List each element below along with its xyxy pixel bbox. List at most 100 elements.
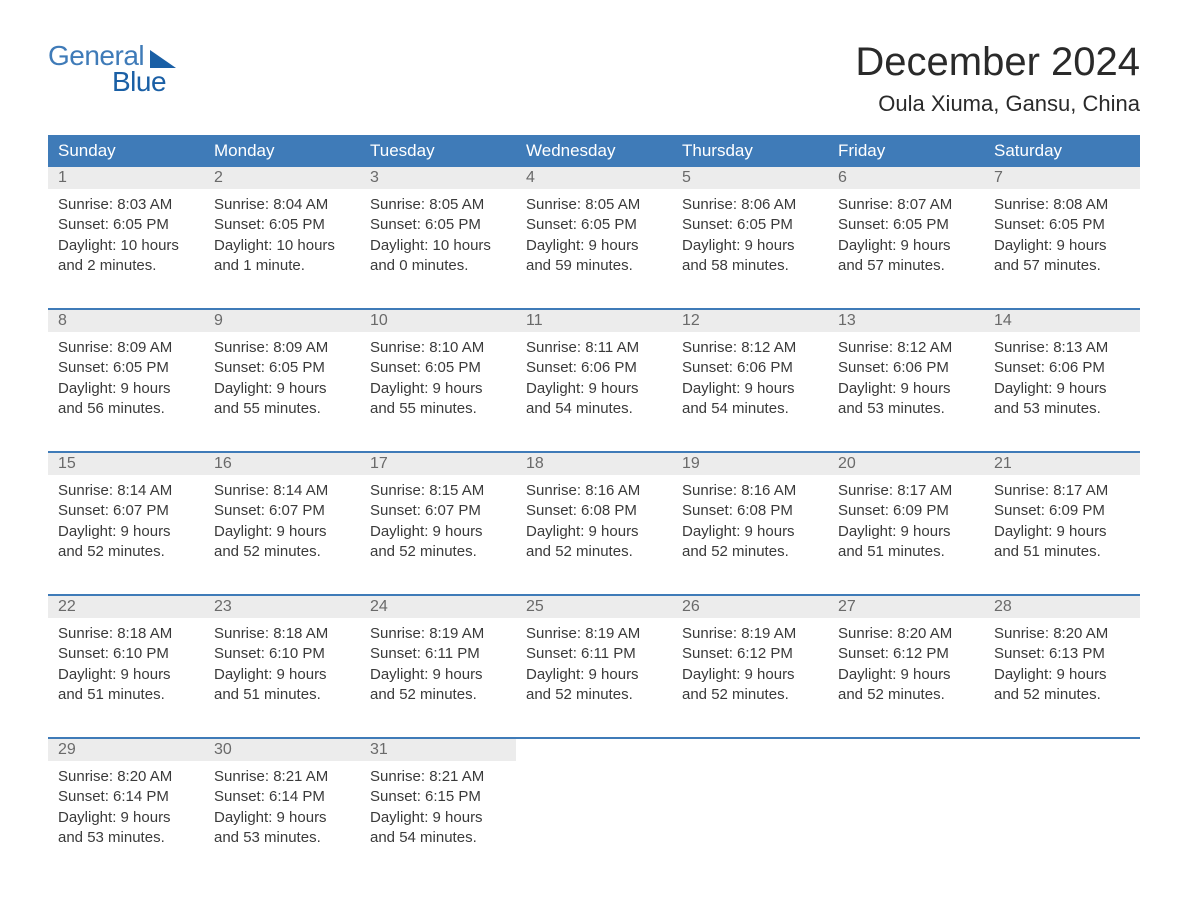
calendar-day: 11Sunrise: 8:11 AMSunset: 6:06 PMDayligh… <box>516 310 672 437</box>
day-number: 8 <box>48 310 204 332</box>
sunset-line: Sunset: 6:11 PM <box>370 644 506 664</box>
day-details: Sunrise: 8:20 AMSunset: 6:13 PMDaylight:… <box>984 618 1140 705</box>
day-details: Sunrise: 8:20 AMSunset: 6:12 PMDaylight:… <box>828 618 984 705</box>
daylight-line: Daylight: 9 hours and 52 minutes. <box>526 665 662 706</box>
daylight-line: Daylight: 9 hours and 52 minutes. <box>58 522 194 563</box>
daylight-line: Daylight: 9 hours and 55 minutes. <box>370 379 506 420</box>
calendar-day: 4Sunrise: 8:05 AMSunset: 6:05 PMDaylight… <box>516 167 672 294</box>
sunset-line: Sunset: 6:05 PM <box>58 215 194 235</box>
daylight-line: Daylight: 9 hours and 57 minutes. <box>994 236 1130 277</box>
daylight-line: Daylight: 9 hours and 52 minutes. <box>994 665 1130 706</box>
calendar-day: 1Sunrise: 8:03 AMSunset: 6:05 PMDaylight… <box>48 167 204 294</box>
calendar-day: 21Sunrise: 8:17 AMSunset: 6:09 PMDayligh… <box>984 453 1140 580</box>
day-number: 12 <box>672 310 828 332</box>
sunrise-line: Sunrise: 8:20 AM <box>58 767 194 787</box>
day-number: 29 <box>48 739 204 761</box>
sunrise-line: Sunrise: 8:12 AM <box>838 338 974 358</box>
daylight-line: Daylight: 9 hours and 52 minutes. <box>682 665 818 706</box>
day-details: Sunrise: 8:12 AMSunset: 6:06 PMDaylight:… <box>672 332 828 419</box>
calendar-week: 1Sunrise: 8:03 AMSunset: 6:05 PMDaylight… <box>48 167 1140 294</box>
sunrise-line: Sunrise: 8:20 AM <box>994 624 1130 644</box>
month-title: December 2024 <box>855 40 1140 85</box>
sunrise-line: Sunrise: 8:09 AM <box>58 338 194 358</box>
sunset-line: Sunset: 6:09 PM <box>994 501 1130 521</box>
day-number: 23 <box>204 596 360 618</box>
calendar-day: 18Sunrise: 8:16 AMSunset: 6:08 PMDayligh… <box>516 453 672 580</box>
sunrise-line: Sunrise: 8:21 AM <box>214 767 350 787</box>
day-number: 25 <box>516 596 672 618</box>
day-details: Sunrise: 8:19 AMSunset: 6:11 PMDaylight:… <box>360 618 516 705</box>
day-number: 14 <box>984 310 1140 332</box>
sunset-line: Sunset: 6:11 PM <box>526 644 662 664</box>
day-number: 21 <box>984 453 1140 475</box>
calendar-day: 6Sunrise: 8:07 AMSunset: 6:05 PMDaylight… <box>828 167 984 294</box>
daylight-line: Daylight: 9 hours and 55 minutes. <box>214 379 350 420</box>
calendar-day: 22Sunrise: 8:18 AMSunset: 6:10 PMDayligh… <box>48 596 204 723</box>
sunrise-line: Sunrise: 8:21 AM <box>370 767 506 787</box>
daylight-line: Daylight: 9 hours and 53 minutes. <box>838 379 974 420</box>
calendar-day: 2Sunrise: 8:04 AMSunset: 6:05 PMDaylight… <box>204 167 360 294</box>
day-number: 2 <box>204 167 360 189</box>
calendar-week: 22Sunrise: 8:18 AMSunset: 6:10 PMDayligh… <box>48 594 1140 723</box>
day-details: Sunrise: 8:09 AMSunset: 6:05 PMDaylight:… <box>48 332 204 419</box>
sunset-line: Sunset: 6:10 PM <box>58 644 194 664</box>
daylight-line: Daylight: 9 hours and 58 minutes. <box>682 236 818 277</box>
calendar-day: 26Sunrise: 8:19 AMSunset: 6:12 PMDayligh… <box>672 596 828 723</box>
calendar-day-empty <box>516 739 672 866</box>
weekday-header-cell: Tuesday <box>360 135 516 167</box>
daylight-line: Daylight: 9 hours and 52 minutes. <box>370 522 506 563</box>
day-details: Sunrise: 8:05 AMSunset: 6:05 PMDaylight:… <box>360 189 516 276</box>
calendar-day: 14Sunrise: 8:13 AMSunset: 6:06 PMDayligh… <box>984 310 1140 437</box>
daylight-line: Daylight: 9 hours and 52 minutes. <box>682 522 818 563</box>
day-details: Sunrise: 8:10 AMSunset: 6:05 PMDaylight:… <box>360 332 516 419</box>
weekday-header-cell: Thursday <box>672 135 828 167</box>
sunrise-line: Sunrise: 8:09 AM <box>214 338 350 358</box>
day-details: Sunrise: 8:08 AMSunset: 6:05 PMDaylight:… <box>984 189 1140 276</box>
calendar-day: 13Sunrise: 8:12 AMSunset: 6:06 PMDayligh… <box>828 310 984 437</box>
day-details: Sunrise: 8:21 AMSunset: 6:14 PMDaylight:… <box>204 761 360 848</box>
day-details: Sunrise: 8:19 AMSunset: 6:11 PMDaylight:… <box>516 618 672 705</box>
sunrise-line: Sunrise: 8:19 AM <box>682 624 818 644</box>
daylight-line: Daylight: 9 hours and 53 minutes. <box>58 808 194 849</box>
sunrise-line: Sunrise: 8:17 AM <box>994 481 1130 501</box>
calendar-day: 15Sunrise: 8:14 AMSunset: 6:07 PMDayligh… <box>48 453 204 580</box>
weekday-header-cell: Monday <box>204 135 360 167</box>
day-details: Sunrise: 8:19 AMSunset: 6:12 PMDaylight:… <box>672 618 828 705</box>
sunset-line: Sunset: 6:15 PM <box>370 787 506 807</box>
day-details: Sunrise: 8:07 AMSunset: 6:05 PMDaylight:… <box>828 189 984 276</box>
day-details: Sunrise: 8:18 AMSunset: 6:10 PMDaylight:… <box>204 618 360 705</box>
calendar-day: 19Sunrise: 8:16 AMSunset: 6:08 PMDayligh… <box>672 453 828 580</box>
sunset-line: Sunset: 6:05 PM <box>370 358 506 378</box>
day-number: 10 <box>360 310 516 332</box>
sunrise-line: Sunrise: 8:15 AM <box>370 481 506 501</box>
sunset-line: Sunset: 6:12 PM <box>682 644 818 664</box>
calendar-day: 30Sunrise: 8:21 AMSunset: 6:14 PMDayligh… <box>204 739 360 866</box>
day-number: 13 <box>828 310 984 332</box>
sunrise-line: Sunrise: 8:19 AM <box>526 624 662 644</box>
day-details: Sunrise: 8:05 AMSunset: 6:05 PMDaylight:… <box>516 189 672 276</box>
day-number: 27 <box>828 596 984 618</box>
daylight-line: Daylight: 9 hours and 54 minutes. <box>682 379 818 420</box>
sunrise-line: Sunrise: 8:05 AM <box>370 195 506 215</box>
daylight-line: Daylight: 9 hours and 54 minutes. <box>370 808 506 849</box>
logo-text-blue: Blue <box>112 66 166 98</box>
title-block: December 2024 Oula Xiuma, Gansu, China <box>855 40 1140 117</box>
sunset-line: Sunset: 6:06 PM <box>682 358 818 378</box>
day-details: Sunrise: 8:13 AMSunset: 6:06 PMDaylight:… <box>984 332 1140 419</box>
day-number: 16 <box>204 453 360 475</box>
sunset-line: Sunset: 6:06 PM <box>526 358 662 378</box>
day-details: Sunrise: 8:15 AMSunset: 6:07 PMDaylight:… <box>360 475 516 562</box>
sunrise-line: Sunrise: 8:20 AM <box>838 624 974 644</box>
calendar-day: 23Sunrise: 8:18 AMSunset: 6:10 PMDayligh… <box>204 596 360 723</box>
sunset-line: Sunset: 6:13 PM <box>994 644 1130 664</box>
daylight-line: Daylight: 10 hours and 2 minutes. <box>58 236 194 277</box>
calendar-day-empty <box>984 739 1140 866</box>
calendar-day: 3Sunrise: 8:05 AMSunset: 6:05 PMDaylight… <box>360 167 516 294</box>
sunrise-line: Sunrise: 8:08 AM <box>994 195 1130 215</box>
calendar-day: 16Sunrise: 8:14 AMSunset: 6:07 PMDayligh… <box>204 453 360 580</box>
sunrise-line: Sunrise: 8:03 AM <box>58 195 194 215</box>
logo: General Blue <box>48 40 176 98</box>
day-number: 19 <box>672 453 828 475</box>
sunrise-line: Sunrise: 8:14 AM <box>214 481 350 501</box>
sunset-line: Sunset: 6:05 PM <box>526 215 662 235</box>
